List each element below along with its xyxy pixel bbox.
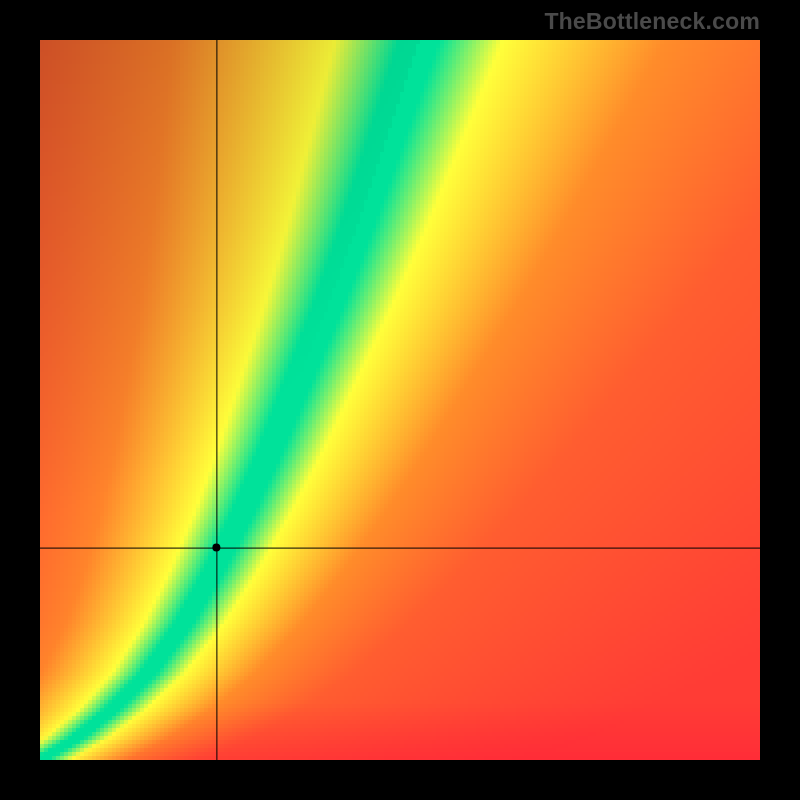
- plot-container: TheBottleneck.com: [0, 0, 800, 800]
- watermark-label: TheBottleneck.com: [544, 8, 760, 35]
- crosshair-overlay: [40, 40, 760, 760]
